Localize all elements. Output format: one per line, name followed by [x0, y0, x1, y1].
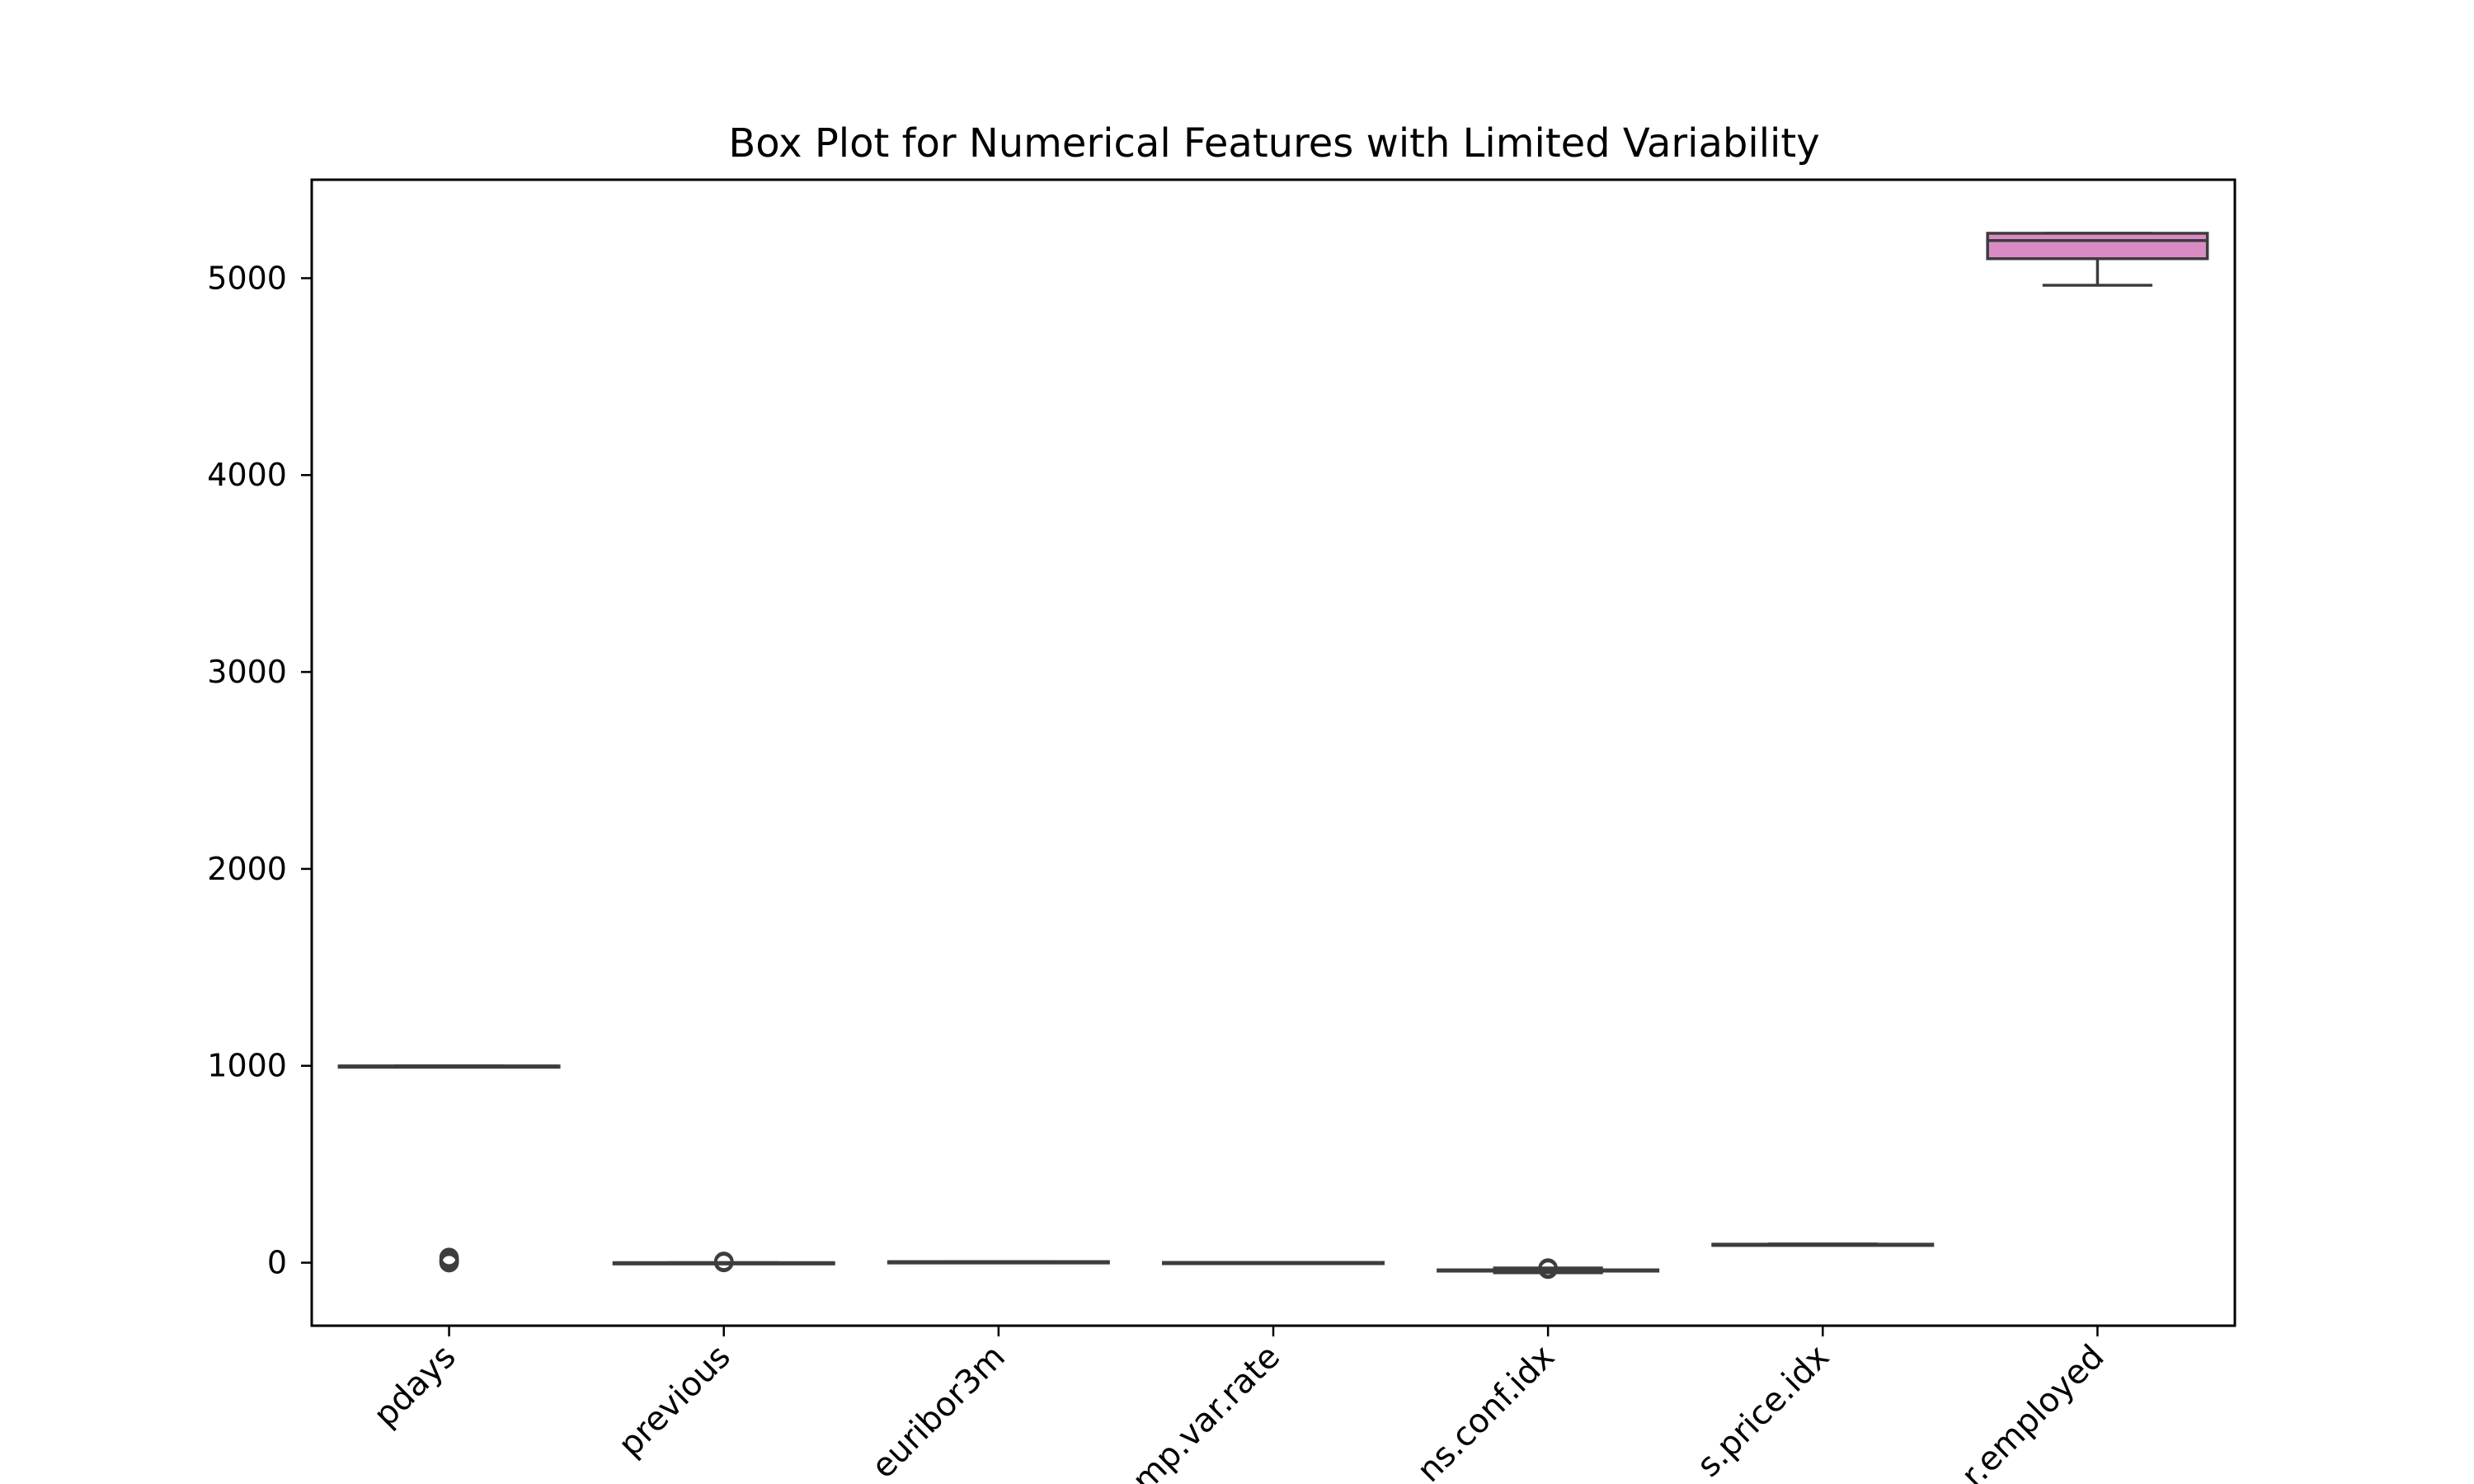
outlier-point	[1538, 1259, 1558, 1280]
outlier-point	[713, 1252, 734, 1271]
plot-area	[337, 232, 2209, 1280]
box-iqr	[1986, 232, 2209, 261]
box-pdays	[337, 1064, 561, 1273]
box-euribor3m	[887, 1260, 1110, 1265]
box-cons-price-idx	[1711, 1242, 1935, 1247]
y-tick-label: 2000	[207, 851, 287, 887]
chart-title: Box Plot for Numerical Features with Lim…	[728, 120, 1819, 167]
y-tick-label: 1000	[207, 1048, 287, 1084]
y-axis: 0 1000 2000 3000 4000 5000	[207, 260, 312, 1281]
box-previous	[612, 1252, 835, 1273]
y-tick-label: 5000	[207, 260, 287, 296]
y-tick-label: 4000	[207, 457, 287, 493]
box-nr-employed	[1986, 232, 2209, 287]
box-emp-var-rate	[1161, 1261, 1385, 1266]
y-tick-label: 0	[267, 1245, 287, 1281]
y-tick-label: 3000	[207, 654, 287, 690]
outlier-point	[439, 1247, 459, 1267]
box-cons-conf-idx	[1437, 1258, 1660, 1280]
